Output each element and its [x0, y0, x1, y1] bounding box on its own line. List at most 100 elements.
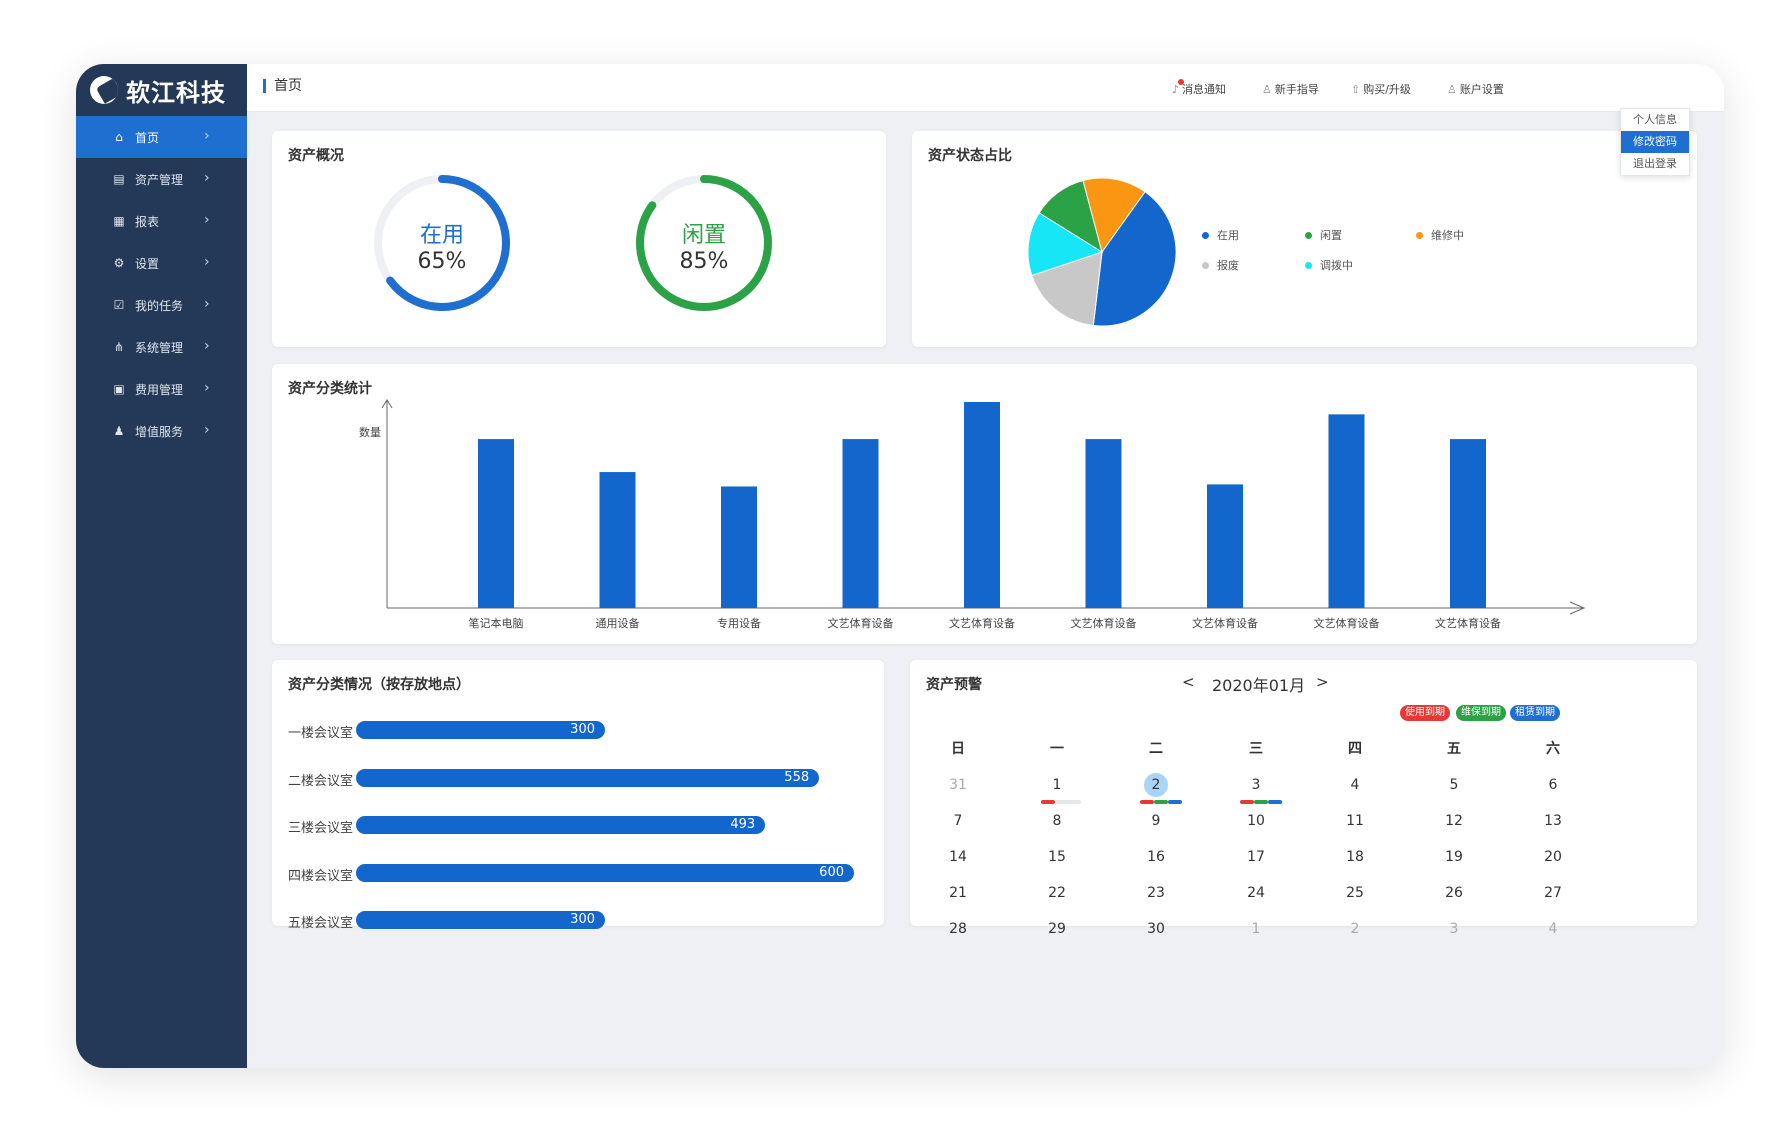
calendar-day[interactable]: 19: [1445, 849, 1463, 865]
location-bar-3: 600: [356, 863, 854, 882]
next-month-button[interactable]: >: [1316, 673, 1329, 691]
ring-progress-1: [636, 175, 772, 311]
chevron-right-icon: ›: [204, 380, 210, 396]
calendar-day[interactable]: 11: [1346, 813, 1364, 829]
x-tick-label-6: 文艺体育设备: [1192, 616, 1258, 630]
sidebar-item-5[interactable]: ⋔ 系统管理 ›: [76, 326, 247, 368]
asset-status-card: 资产状态占比 在用 闲置 维修中 报废 调拨中: [912, 131, 1697, 347]
calendar-day[interactable]: 24: [1247, 885, 1265, 901]
report-icon: ▦: [113, 214, 125, 228]
calendar-day[interactable]: 28: [949, 921, 967, 937]
sidebar-item-1[interactable]: ▤ 资产管理 ›: [76, 158, 247, 200]
calendar-day[interactable]: 14: [949, 849, 967, 865]
card-title: 资产状态占比: [928, 148, 1012, 164]
bar-1: [599, 472, 636, 608]
calendar-day[interactable]: 4: [1548, 921, 1558, 937]
asset-category-card: 资产分类统计 数量 笔记本电脑 通用设备 专用设备 文艺体育设备 文艺体育设备 文艺体育设备…: [272, 364, 1697, 644]
sidebar-item-3[interactable]: ⚙ 设置 ›: [76, 242, 247, 284]
calendar-day[interactable]: 2: [1350, 921, 1360, 937]
legend-label: 报废: [1217, 259, 1239, 272]
x-tick-label-0: 笔记本电脑: [469, 616, 524, 630]
calendar-day[interactable]: 18: [1346, 849, 1364, 865]
header-action-2[interactable]: ⇧ 购买/升级: [1351, 81, 1411, 97]
pie-slice-2: [1027, 212, 1104, 277]
warning-mark: [1168, 800, 1182, 804]
calendar-day[interactable]: 5: [1449, 777, 1459, 793]
header-action-label: 账户设置: [1459, 83, 1504, 96]
sidebar-item-2[interactable]: ▦ 报表 ›: [76, 200, 247, 242]
breadcrumb[interactable]: 首页: [263, 79, 302, 93]
pie-slice-4: [1082, 177, 1146, 254]
calendar-day[interactable]: 1: [1251, 921, 1261, 937]
calendar-day[interactable]: 8: [1052, 813, 1062, 829]
calendar-day[interactable]: 7: [953, 813, 963, 829]
header-action-3[interactable]: ♙ 账户设置: [1447, 81, 1504, 97]
header-action-1[interactable]: ♙ 新手指导: [1262, 81, 1319, 97]
sidebar-item-0[interactable]: ⌂ 首页 ›: [76, 116, 247, 158]
location-bar-4: 300: [356, 911, 605, 929]
calendar-day[interactable]: 20: [1544, 849, 1562, 865]
account-icon: ♙: [1447, 82, 1457, 96]
account-menu-item-0[interactable]: 个人信息: [1633, 113, 1677, 126]
sidebar-item-label: 费用管理: [135, 382, 184, 397]
calendar-day[interactable]: 3: [1251, 777, 1261, 793]
calendar-day[interactable]: 17: [1247, 849, 1265, 865]
warning-tag-1: 维保到期: [1456, 705, 1506, 721]
status-pie-chart: [1027, 177, 1177, 327]
sidebar-item-7[interactable]: ♟ 增值服务 ›: [76, 410, 247, 452]
sidebar-item-label: 系统管理: [135, 340, 184, 355]
legend-label: 维修中: [1431, 229, 1464, 242]
calendar-day[interactable]: 2: [1144, 773, 1168, 797]
card-title: 资产分类情况（按存放地点）: [288, 677, 470, 693]
warning-mark: [1140, 800, 1154, 804]
calendar-day[interactable]: 4: [1350, 777, 1360, 793]
pie-slice-1: [1031, 251, 1103, 327]
brand-logo[interactable]: 软江科技: [76, 64, 247, 116]
calendar-day[interactable]: 6: [1548, 777, 1558, 793]
warning-mark: [1055, 800, 1081, 804]
sidebar-item-4[interactable]: ☑ 我的任务 ›: [76, 284, 247, 326]
bar-4: [964, 402, 1000, 608]
logo-icon: [90, 76, 118, 104]
asset-warning-card: 资产预警 < 2020年01月 > 使用到期 维保到期 租赁到期日一二三四五六 31 1…: [910, 660, 1697, 937]
calendar-day[interactable]: 23: [1147, 885, 1165, 901]
y-axis-label: 数量: [359, 426, 381, 439]
calendar-day[interactable]: 25: [1346, 885, 1364, 901]
calendar-day[interactable]: 26: [1445, 885, 1463, 901]
header-action-0[interactable]: ♪ 消息通知: [1172, 78, 1226, 97]
calendar-day[interactable]: 21: [949, 885, 967, 901]
prev-month-button[interactable]: <: [1182, 673, 1195, 691]
chevron-right-icon: ›: [204, 212, 210, 228]
calendar-day[interactable]: 30: [1147, 921, 1165, 937]
location-bar-1: 558: [356, 768, 820, 787]
calendar-day[interactable]: 10: [1247, 813, 1265, 829]
calendar-day[interactable]: 12: [1445, 813, 1463, 829]
overview-rings: [374, 175, 772, 311]
weekday-0: 日: [951, 741, 965, 757]
warning-mark: [1154, 800, 1168, 804]
calendar-day[interactable]: 15: [1048, 849, 1066, 865]
calendar-day[interactable]: 31: [949, 777, 967, 793]
location-label-2: 三楼会议室: [288, 821, 354, 836]
calendar-day[interactable]: 9: [1151, 813, 1161, 829]
calendar-day[interactable]: 16: [1147, 849, 1165, 865]
calendar-day[interactable]: 3: [1449, 921, 1459, 937]
sidebar-item-label: 增值服务: [135, 424, 184, 439]
account-menu-item-1[interactable]: 修改密码: [1621, 131, 1689, 153]
app-window: 软江科技 ⌂ 首页 › ▤ 资产管理 › ▦ 报表 › ⚙ 设置 › ☑ 我的任务 › ⋔ 系统管理 › ▣ 费用管理…: [76, 64, 1724, 1068]
calendar-day[interactable]: 13: [1544, 813, 1562, 829]
account-menu-item-2[interactable]: 退出登录: [1633, 157, 1677, 170]
location-bar-value: 493: [730, 817, 756, 832]
calendar-day[interactable]: 27: [1544, 885, 1562, 901]
sitemap-icon: ⋔: [113, 340, 125, 354]
sidebar-item-6[interactable]: ▣ 费用管理 ›: [76, 368, 247, 410]
ring-idle-value: 85%: [679, 249, 729, 274]
calendar-day[interactable]: 1: [1052, 777, 1062, 793]
x-axis-arrow: [1569, 601, 1586, 615]
calendar-day[interactable]: 29: [1048, 921, 1066, 937]
legend-dot: [1202, 231, 1209, 239]
x-tick-label-7: 文艺体育设备: [1314, 616, 1380, 630]
location-label-1: 二楼会议室: [288, 773, 354, 789]
calendar-day[interactable]: 22: [1048, 885, 1066, 901]
sidebar: 软江科技 ⌂ 首页 › ▤ 资产管理 › ▦ 报表 › ⚙ 设置 › ☑ 我的任务 › ⋔ 系统管理 › ▣ 费用管理…: [76, 64, 247, 1068]
